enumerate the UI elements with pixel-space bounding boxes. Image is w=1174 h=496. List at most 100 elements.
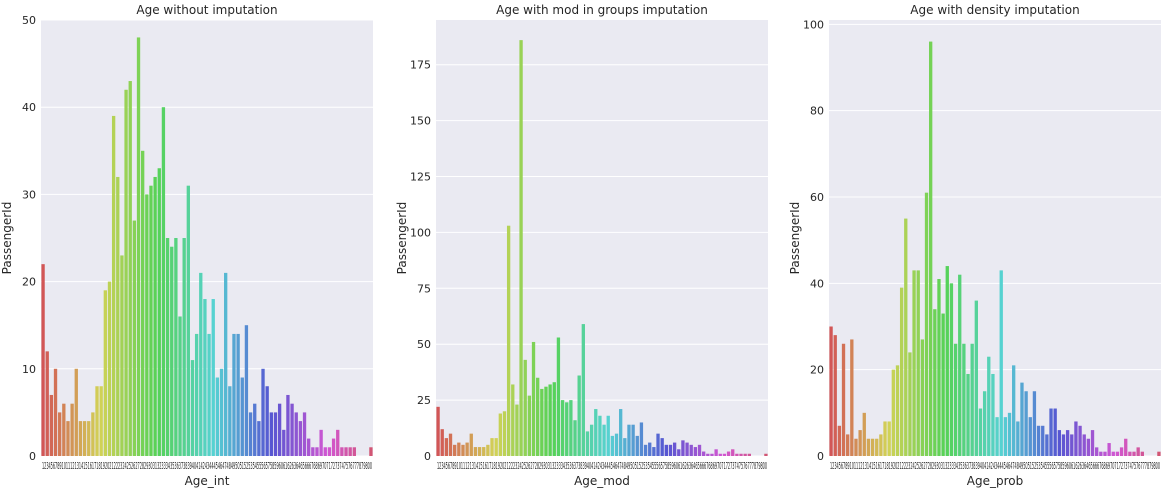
chart-panel-age-mod-imputation: 0 25 50 75 100 125 150 175 123456789101112131415… xyxy=(395,3,768,488)
bar-75 xyxy=(743,453,747,456)
bar-56 xyxy=(664,444,668,456)
bar-41 xyxy=(207,333,211,456)
bar-30 xyxy=(556,337,561,456)
bar-69 xyxy=(718,453,722,456)
bar-36 xyxy=(186,185,190,456)
bar-37 xyxy=(190,360,195,456)
bar-28 xyxy=(941,313,945,456)
bar-2 xyxy=(440,429,444,456)
bar-68 xyxy=(714,449,718,456)
bar-44 xyxy=(219,368,224,456)
bar-56 xyxy=(269,412,273,456)
bar-3 xyxy=(444,438,449,456)
bar-41 xyxy=(995,417,999,456)
bar-65 xyxy=(702,451,706,456)
y-tick-label: 20 xyxy=(22,276,36,289)
bar-58 xyxy=(1065,430,1070,456)
bar-74 xyxy=(1132,451,1136,456)
bar-40 xyxy=(203,299,207,456)
bar-1 xyxy=(436,406,440,456)
bar-35 xyxy=(577,375,581,456)
bar-54 xyxy=(1049,408,1053,456)
bar-34 xyxy=(573,420,577,456)
bar-33 xyxy=(962,343,966,456)
y-tick-label: 50 xyxy=(22,14,36,27)
y-tick-label: 0 xyxy=(29,450,36,463)
bar-54 xyxy=(261,368,265,456)
y-tick-label: 20 xyxy=(810,364,824,377)
bar-52 xyxy=(253,403,257,456)
bar-26 xyxy=(933,309,937,456)
bar-17 xyxy=(895,365,900,456)
chart-title: Age without imputation xyxy=(136,3,277,17)
y-tick-label: 0 xyxy=(424,450,431,463)
bar-58 xyxy=(277,403,282,456)
bar-33 xyxy=(174,238,178,456)
bar-38 xyxy=(194,333,199,456)
bar-76 xyxy=(352,447,356,456)
bar-10 xyxy=(866,438,871,456)
bar-70 xyxy=(722,453,727,456)
x-tick-labels: 1234567891011121314151617181920212223242… xyxy=(830,461,1160,472)
bar-9 xyxy=(74,368,78,456)
bar-72 xyxy=(336,429,340,456)
bar-76 xyxy=(747,453,751,456)
bar-59 xyxy=(677,449,681,456)
bar-53 xyxy=(1045,434,1049,456)
bar-45 xyxy=(619,409,623,456)
chart-panel-age-without-imputation: 0 10 20 30 40 50 12345678910111213141516171819… xyxy=(0,3,373,488)
bar-66 xyxy=(311,447,315,456)
chart-title: Age with mod in groups imputation xyxy=(496,3,708,17)
bar-13 xyxy=(91,412,95,456)
bar-24 xyxy=(136,37,141,456)
y-tick-label: 150 xyxy=(410,115,431,128)
bar-65 xyxy=(307,438,311,456)
bar-74 xyxy=(739,453,743,456)
y-axis-label: PassengerId xyxy=(395,202,409,275)
y-tick-label: 40 xyxy=(810,277,824,290)
bar-39 xyxy=(199,272,203,456)
y-tick-label: 60 xyxy=(810,191,824,204)
bar-31 xyxy=(560,400,565,456)
bar-22 xyxy=(128,81,132,456)
bar-57 xyxy=(273,412,278,456)
bar-57 xyxy=(668,444,673,456)
x-tick-labels: 1234567891011121314151617181920212223242… xyxy=(437,461,767,472)
bar-11 xyxy=(82,421,87,456)
bar-69 xyxy=(323,447,327,456)
bar-27 xyxy=(149,185,153,456)
bar-60 xyxy=(286,394,290,456)
bar-1 xyxy=(41,264,45,456)
bar-57 xyxy=(1061,434,1066,456)
bar-42 xyxy=(211,299,215,456)
bar-13 xyxy=(879,434,883,456)
bar-5 xyxy=(846,434,850,456)
bar-12 xyxy=(875,438,879,456)
bar-18 xyxy=(111,115,116,457)
bar-32 xyxy=(565,402,569,456)
bar-73 xyxy=(1128,451,1132,456)
bar-18 xyxy=(899,287,904,456)
bar-23 xyxy=(920,339,925,456)
y-tick-label: 30 xyxy=(22,188,36,201)
bar-20 xyxy=(908,352,912,456)
bar-15 xyxy=(887,421,891,456)
bar-62 xyxy=(689,444,693,456)
bar-64 xyxy=(697,444,702,456)
bar-72 xyxy=(731,449,735,456)
bar-38 xyxy=(982,391,987,456)
bar-46 xyxy=(1016,421,1020,456)
bar-51 xyxy=(248,412,253,456)
bar-37 xyxy=(978,408,983,456)
bar-7 xyxy=(66,421,70,456)
bar-62 xyxy=(294,412,298,456)
bar-16 xyxy=(103,290,107,456)
bar-73 xyxy=(340,447,344,456)
chart-panel-age-density-imputation: 0 20 40 60 80 100 1234567891011121314151617181… xyxy=(788,3,1161,488)
bar-39 xyxy=(987,356,991,456)
bar-53 xyxy=(652,447,656,456)
bar-61 xyxy=(290,403,294,456)
bar-80 xyxy=(764,453,768,456)
bar-68 xyxy=(1107,443,1111,456)
bar-28 xyxy=(153,176,157,456)
